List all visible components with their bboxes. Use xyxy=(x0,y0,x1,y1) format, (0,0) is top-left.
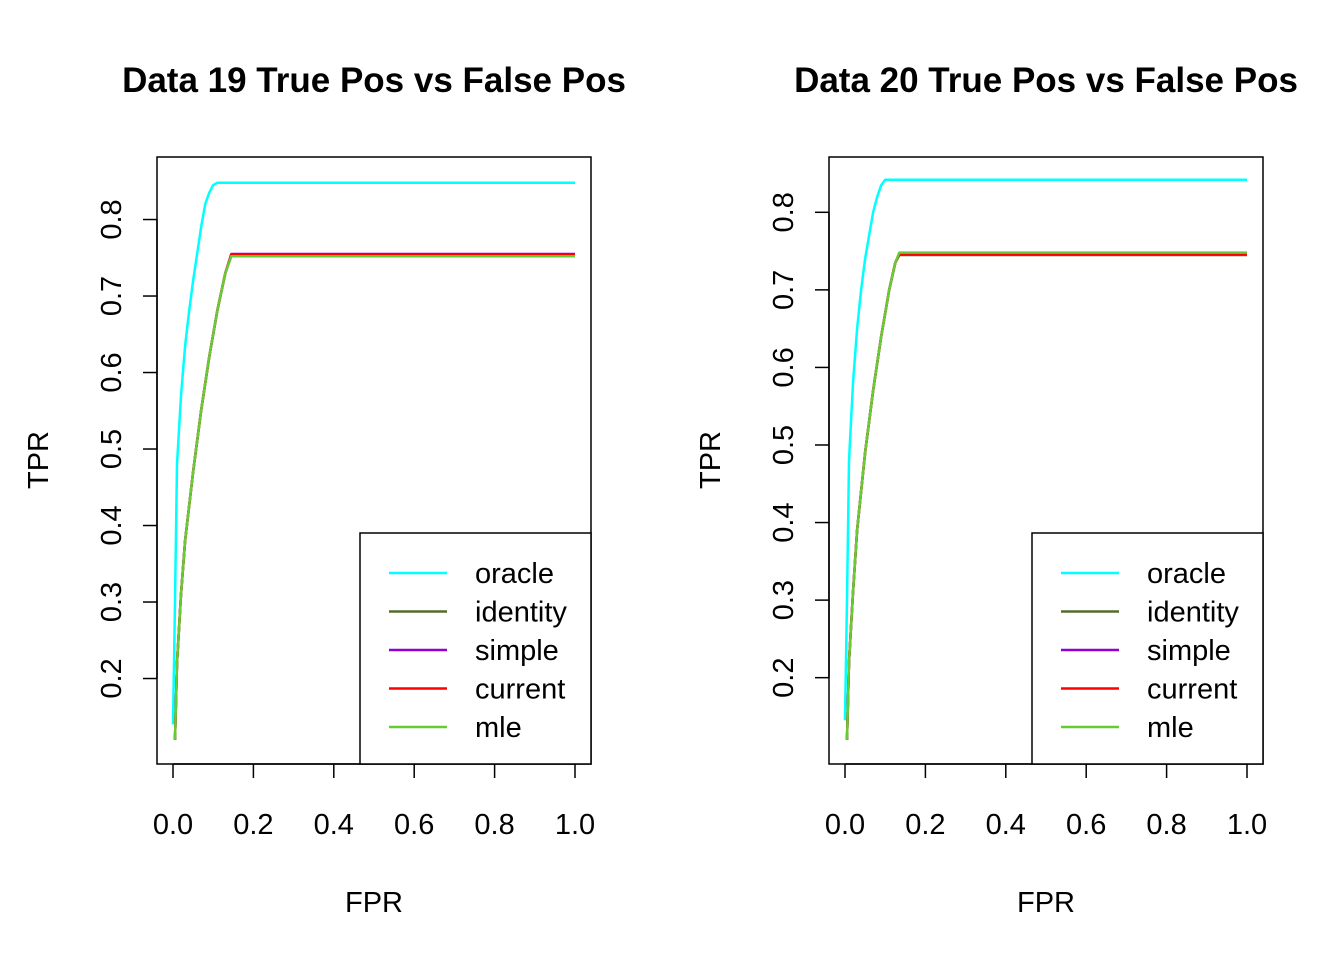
legend: oracle identity simple current mle xyxy=(1031,532,1264,765)
legend-label-current: current xyxy=(475,674,565,706)
legend-box xyxy=(359,532,592,765)
series-line-oracle xyxy=(171,181,575,725)
legend-label-identity: identity xyxy=(475,597,567,629)
y-tick-label: 0.5 xyxy=(96,429,128,469)
y-tick-label: 0.4 xyxy=(96,505,128,545)
series-line-mle xyxy=(845,251,1247,740)
x-tick-label: 0.6 xyxy=(1066,809,1106,841)
legend-label-simple: simple xyxy=(1147,635,1231,667)
y-tick-label: 0.6 xyxy=(768,347,800,387)
y-tick-label: 0.5 xyxy=(768,425,800,465)
x-axis-ticks: 0.0 0.2 0.4 0.6 0.8 1.0 xyxy=(153,763,595,841)
legend-label-oracle: oracle xyxy=(1147,558,1226,590)
y-axis-ticks: 0.2 0.3 0.4 0.5 0.6 0.7 0.8 xyxy=(96,199,158,699)
y-tick-label: 0.8 xyxy=(96,199,128,239)
y-tick-label: 0.3 xyxy=(768,580,800,620)
x-tick-label: 0.2 xyxy=(905,809,945,841)
y-axis-ticks: 0.2 0.3 0.4 0.5 0.6 0.7 0.8 xyxy=(768,192,830,698)
y-axis-label: TPR xyxy=(23,431,55,489)
series-line-mle xyxy=(173,254,575,740)
x-tick-label: 1.0 xyxy=(1227,809,1267,841)
y-axis-label: TPR xyxy=(695,431,727,489)
x-tick-label: 1.0 xyxy=(555,809,595,841)
legend: oracle identity simple current mle xyxy=(359,532,592,765)
x-axis-label: FPR xyxy=(345,887,403,919)
legend-label-oracle: oracle xyxy=(475,558,554,590)
y-tick-label: 0.2 xyxy=(96,658,128,698)
y-tick-label: 0.7 xyxy=(96,276,128,316)
x-tick-label: 0.6 xyxy=(394,809,434,841)
series-lines xyxy=(171,181,575,740)
legend-box xyxy=(1031,532,1264,765)
x-tick-label: 0.8 xyxy=(1146,809,1186,841)
legend-label-simple: simple xyxy=(475,635,559,667)
y-tick-label: 0.3 xyxy=(96,582,128,622)
chart-title: Data 20 True Pos vs False Pos xyxy=(794,61,1298,100)
chart-panel-data-19: Data 19 True Pos vs False Pos FPR TPR 0.… xyxy=(23,61,626,919)
legend-label-identity: identity xyxy=(1147,597,1239,629)
x-tick-label: 0.4 xyxy=(986,809,1026,841)
y-tick-label: 0.7 xyxy=(768,270,800,310)
series-line-oracle xyxy=(843,178,1247,721)
y-tick-label: 0.4 xyxy=(768,502,800,542)
legend-label-mle: mle xyxy=(1147,712,1194,744)
legend-label-mle: mle xyxy=(475,712,522,744)
x-axis-ticks: 0.0 0.2 0.4 0.6 0.8 1.0 xyxy=(825,763,1267,841)
x-tick-label: 0.4 xyxy=(314,809,354,841)
chart-title: Data 19 True Pos vs False Pos xyxy=(122,61,626,100)
x-tick-label: 0.0 xyxy=(825,809,865,841)
series-lines xyxy=(843,178,1247,740)
x-tick-label: 0.2 xyxy=(233,809,273,841)
y-tick-label: 0.6 xyxy=(96,352,128,392)
x-tick-label: 0.8 xyxy=(474,809,514,841)
x-tick-label: 0.0 xyxy=(153,809,193,841)
legend-label-current: current xyxy=(1147,674,1237,706)
y-tick-label: 0.8 xyxy=(768,192,800,232)
x-axis-label: FPR xyxy=(1017,887,1075,919)
y-tick-label: 0.2 xyxy=(768,658,800,698)
chart-panel-data-20: Data 20 True Pos vs False Pos FPR TPR 0.… xyxy=(695,61,1298,919)
